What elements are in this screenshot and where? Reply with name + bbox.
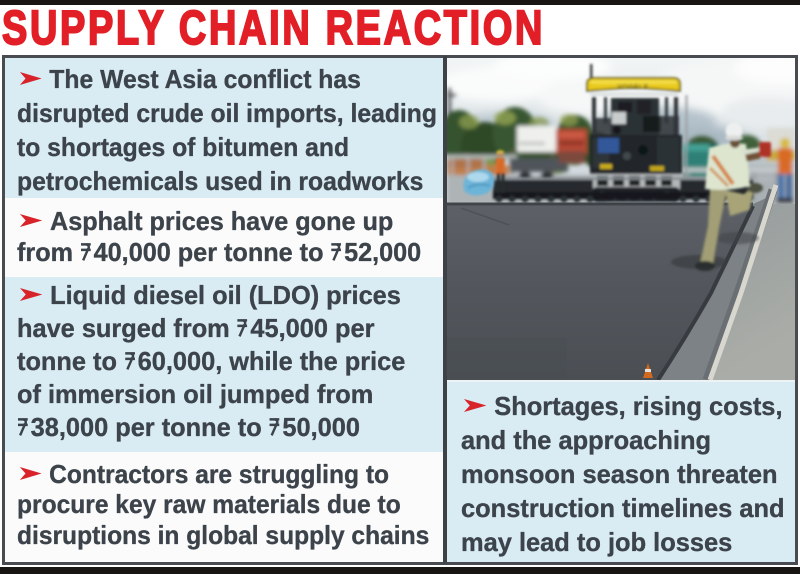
- svg-text:VOGELE: VOGELE: [617, 84, 649, 91]
